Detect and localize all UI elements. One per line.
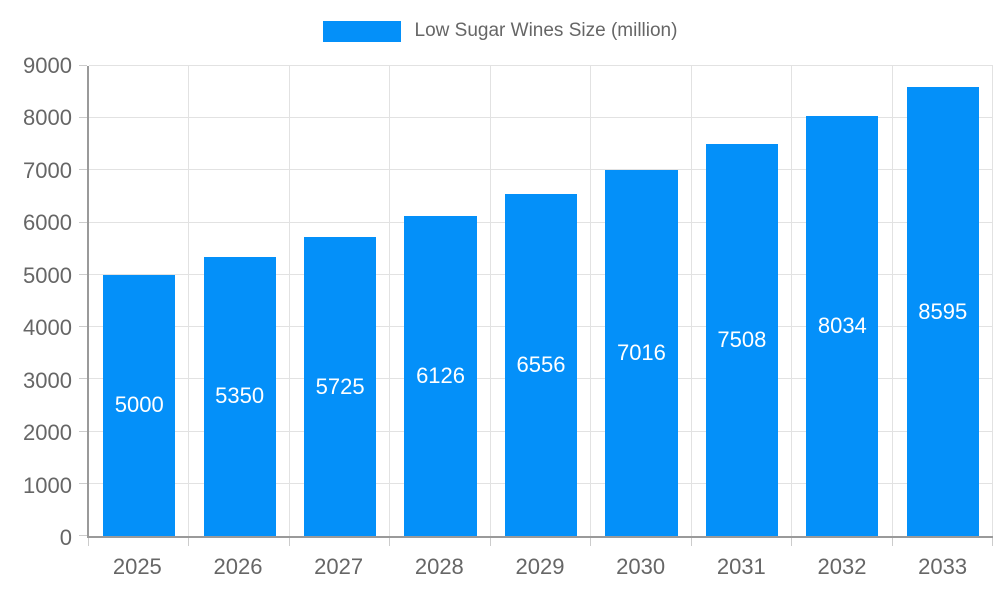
bar[interactable]: 7016 xyxy=(605,169,678,536)
h-gridline xyxy=(89,117,993,119)
bar-value-label: 7016 xyxy=(616,339,666,365)
x-tick-label: 2026 xyxy=(213,554,263,579)
h-gridline xyxy=(89,169,993,171)
v-gridline xyxy=(690,66,692,536)
bar-value-label: 5725 xyxy=(315,373,365,399)
v-gridline xyxy=(791,66,793,536)
v-gridline xyxy=(489,66,491,536)
y-tick-label: 2000 xyxy=(23,420,72,446)
x-tick-label: 2032 xyxy=(817,554,867,579)
bar-slot: 7016 xyxy=(591,66,691,536)
bar-slot: 7508 xyxy=(692,66,792,536)
y-tick-label: 0 xyxy=(59,525,72,550)
v-gridline xyxy=(288,66,290,536)
legend-swatch xyxy=(322,20,401,42)
x-tick xyxy=(288,538,290,546)
legend-label: Low Sugar Wines Size (million) xyxy=(414,20,678,41)
x-tick-label: 2025 xyxy=(112,554,162,579)
bar-value-label: 6126 xyxy=(416,363,466,389)
x-tick xyxy=(891,538,893,546)
x-tick xyxy=(791,538,793,546)
bar-slot: 5350 xyxy=(189,66,289,536)
v-gridline xyxy=(992,66,993,536)
y-tick xyxy=(79,221,87,223)
bar-slot: 5725 xyxy=(290,66,390,536)
x-tick xyxy=(88,538,89,546)
y-tick-label: 3000 xyxy=(23,367,72,393)
y-tick-label: 5000 xyxy=(23,262,72,288)
h-gridline xyxy=(89,65,993,66)
y-tick xyxy=(79,169,87,171)
bar-value-label: 7508 xyxy=(717,326,767,352)
y-tick xyxy=(79,378,87,380)
x-tick-label: 2030 xyxy=(616,554,666,579)
x-tick xyxy=(690,538,692,546)
x-tick-label: 2031 xyxy=(716,554,766,579)
y-tick xyxy=(79,430,87,432)
v-gridline xyxy=(188,66,190,536)
bar[interactable]: 5350 xyxy=(203,256,276,536)
x-tick-label: 2029 xyxy=(515,554,565,579)
bar[interactable]: 8034 xyxy=(806,116,879,536)
x-tick xyxy=(590,538,592,546)
v-gridline xyxy=(891,66,893,536)
bar[interactable]: 8595 xyxy=(906,87,979,536)
bar-slot: 6126 xyxy=(390,66,490,536)
y-tick-label: 8000 xyxy=(23,105,72,131)
bar-slot: 8595 xyxy=(893,66,993,536)
legend[interactable]: Low Sugar Wines Size (million) xyxy=(0,16,1000,46)
bar-slot: 5000 xyxy=(89,66,189,536)
x-tick-label: 2027 xyxy=(314,554,364,579)
y-tick xyxy=(79,65,87,66)
y-tick-label: 6000 xyxy=(23,210,72,236)
x-tick xyxy=(992,538,993,546)
bar[interactable]: 7508 xyxy=(705,143,779,536)
bar-value-label: 8034 xyxy=(817,313,867,339)
y-tick-label: 7000 xyxy=(23,157,72,183)
bar-value-label: 8595 xyxy=(918,298,968,324)
x-tick xyxy=(489,538,491,546)
bar[interactable]: 5725 xyxy=(303,237,377,536)
y-tick-label: 9000 xyxy=(23,53,72,78)
y-tick xyxy=(79,326,87,328)
y-tick-label: 1000 xyxy=(23,472,72,498)
x-axis-labels: 2025 2026 2027 2028 2029 2030 2031 2032 2033 xyxy=(87,556,993,586)
bar[interactable]: 6126 xyxy=(404,216,477,536)
y-tick-label: 4000 xyxy=(23,315,72,341)
bar-value-label: 6556 xyxy=(516,351,566,377)
bar[interactable]: 5000 xyxy=(103,274,176,536)
bar-value-label: 5000 xyxy=(114,392,164,418)
y-tick xyxy=(79,482,87,484)
y-tick xyxy=(79,535,87,536)
x-tick-label: 2033 xyxy=(918,554,968,579)
bar-value-label: 5350 xyxy=(215,383,265,409)
y-tick xyxy=(79,273,87,275)
x-tick xyxy=(389,538,391,546)
v-gridline xyxy=(389,66,391,536)
bar-slot: 8034 xyxy=(792,66,892,536)
bar[interactable]: 6556 xyxy=(504,193,578,536)
plot-area: 5000 5350 5725 6126 6556 7016 7508 8034 8595 xyxy=(79,65,993,546)
x-tick-label: 2028 xyxy=(414,554,464,579)
y-axis-labels: 0 1000 2000 3000 4000 5000 6000 7000 8000 9000 xyxy=(0,55,72,549)
bar-slot: 6556 xyxy=(491,66,591,536)
x-tick xyxy=(188,538,190,546)
y-tick xyxy=(79,117,87,119)
v-gridline xyxy=(590,66,592,536)
